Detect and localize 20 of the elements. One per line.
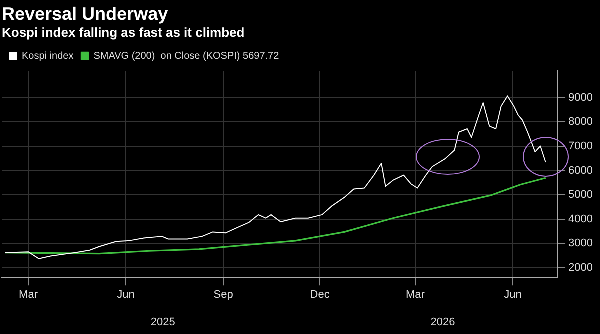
chart-title: Reversal Underway (2, 4, 168, 24)
y-tick-label: 8000 (568, 116, 594, 128)
x-tick-label: Dec (310, 289, 330, 302)
x-tick-label: Mar (19, 289, 38, 302)
x2-tick-label: 2026 (430, 316, 456, 328)
x2-tick-label: 2025 (150, 316, 176, 328)
x-tick-label: Sep (214, 289, 234, 302)
legend-label: SMAVG (200) on Close (KOSPI) 5697.72 (94, 50, 280, 62)
y-tick-label: 6000 (568, 164, 594, 177)
y-tick-label: 7000 (568, 140, 594, 153)
chart-subtitle: Kospi index falling as fast as it climbed (2, 24, 245, 40)
y-tick-label: 4000 (568, 213, 594, 226)
y-tick-label: 2000 (568, 262, 594, 274)
y-tick-label: 3000 (568, 238, 594, 250)
x-tick-label: Jun (117, 289, 135, 302)
x-tick-label: Mar (406, 289, 426, 302)
y-tick-label: 9000 (568, 92, 594, 104)
legend-label: Kospi index (22, 50, 74, 62)
x-tick-label: Jun (504, 289, 522, 302)
y-tick-label: 5000 (568, 189, 594, 202)
